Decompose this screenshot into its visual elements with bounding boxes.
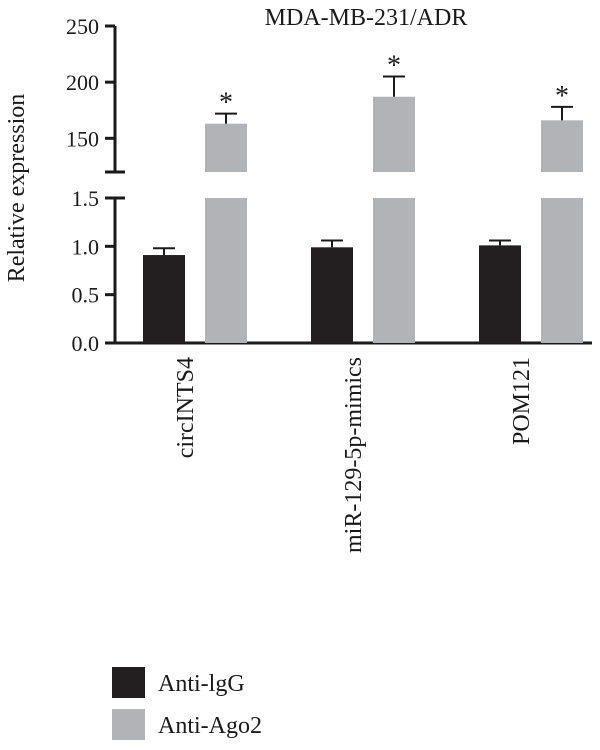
significance-star: * — [387, 51, 401, 82]
bar-anti-igg — [479, 245, 521, 343]
bar-anti-ago2 — [541, 198, 583, 343]
legend-label: Anti-Ago2 — [158, 713, 262, 739]
category-labels: circINTS4 miR-129-5p-mimics POM121 — [173, 357, 535, 553]
legend-label: Anti-lgG — [158, 671, 245, 697]
legend: Anti-lgG Anti-Ago2 — [112, 667, 262, 740]
y-ticks: 0.0 0.5 1.0 1.5 150 200 250 — [66, 14, 115, 356]
y-tick-label: 1.0 — [72, 234, 100, 259]
bar-anti-ago2 — [205, 198, 247, 343]
y-tick-label: 0.5 — [72, 283, 100, 308]
legend-swatch — [112, 709, 145, 740]
category-label: circINTS4 — [173, 357, 199, 458]
y-tick-label: 150 — [66, 126, 99, 151]
legend-swatch — [112, 667, 145, 698]
bar-anti-ago2 — [541, 120, 583, 172]
bar-anti-ago2 — [205, 123, 247, 172]
y-tick-label: 0.0 — [72, 331, 100, 356]
y-axis-label: Relative expression — [4, 94, 30, 283]
bar-anti-igg — [311, 247, 353, 343]
bar-anti-igg — [143, 255, 185, 343]
y-tick-label: 1.5 — [72, 186, 100, 211]
bar-anti-ago2 — [373, 96, 415, 172]
y-tick-label: 200 — [66, 70, 99, 95]
significance-star: * — [219, 88, 233, 119]
y-tick-label: 250 — [66, 14, 99, 39]
category-label: POM121 — [509, 357, 535, 445]
bar-anti-ago2 — [373, 198, 415, 343]
significance-star: * — [555, 81, 569, 112]
category-label: miR-129-5p-mimics — [341, 357, 367, 553]
bars: * * * — [143, 51, 583, 343]
chart-title: MDA-MB-231/ADR — [265, 5, 468, 31]
